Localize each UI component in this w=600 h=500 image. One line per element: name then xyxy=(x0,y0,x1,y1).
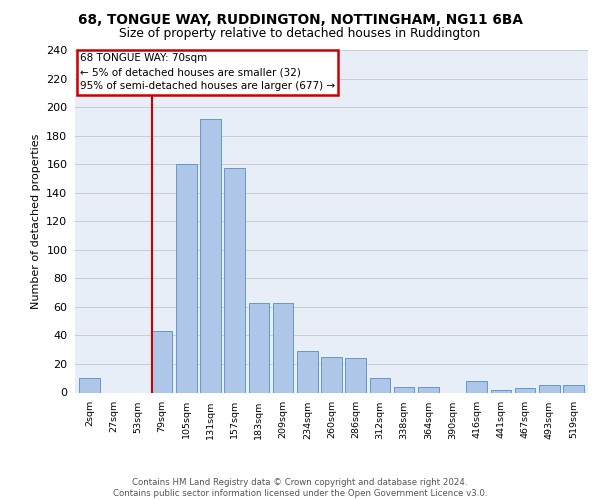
Bar xyxy=(200,118,221,392)
Bar xyxy=(248,302,269,392)
Bar xyxy=(297,351,317,393)
Bar xyxy=(370,378,390,392)
Bar xyxy=(394,387,415,392)
Bar xyxy=(152,331,172,392)
Bar xyxy=(321,357,342,392)
Text: Size of property relative to detached houses in Ruddington: Size of property relative to detached ho… xyxy=(119,28,481,40)
Bar xyxy=(346,358,366,392)
Bar xyxy=(79,378,100,392)
Bar xyxy=(224,168,245,392)
Y-axis label: Number of detached properties: Number of detached properties xyxy=(31,134,41,309)
Bar xyxy=(466,381,487,392)
Text: 68, TONGUE WAY, RUDDINGTON, NOTTINGHAM, NG11 6BA: 68, TONGUE WAY, RUDDINGTON, NOTTINGHAM, … xyxy=(77,12,523,26)
Bar xyxy=(273,302,293,392)
Bar xyxy=(515,388,535,392)
Bar xyxy=(539,386,560,392)
Bar xyxy=(563,386,584,392)
Text: 68 TONGUE WAY: 70sqm
← 5% of detached houses are smaller (32)
95% of semi-detach: 68 TONGUE WAY: 70sqm ← 5% of detached ho… xyxy=(80,54,335,92)
Bar xyxy=(418,387,439,392)
Bar xyxy=(491,390,511,392)
Bar xyxy=(176,164,197,392)
Text: Contains HM Land Registry data © Crown copyright and database right 2024.
Contai: Contains HM Land Registry data © Crown c… xyxy=(113,478,487,498)
